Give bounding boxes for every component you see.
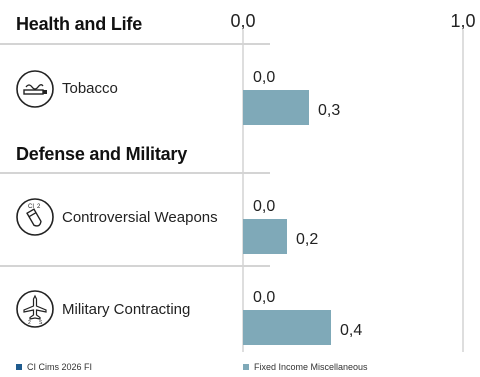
data-label-series-1: 0,0 — [253, 289, 275, 306]
svg-text:CI: CI — [28, 204, 34, 210]
data-label-series-2: 0,4 — [340, 322, 362, 339]
svg-text:2: 2 — [37, 204, 41, 210]
bar-series-2 — [243, 219, 287, 254]
legend-swatch — [243, 364, 249, 370]
svg-text:2: 2 — [28, 320, 31, 326]
bar-series-2 — [243, 310, 331, 345]
data-label-series-1: 0,0 — [253, 198, 275, 215]
legend-label: Fixed Income Miscellaneous — [254, 362, 368, 372]
divider — [0, 172, 270, 174]
tobacco-icon — [15, 69, 55, 109]
divider — [0, 265, 270, 267]
data-label-series-2: 0,3 — [318, 102, 340, 119]
section-title-defense-military: Defense and Military — [16, 144, 188, 164]
svg-text:S: S — [39, 320, 43, 326]
legend-item-series-1: CI Cims 2026 FI — [16, 362, 92, 372]
legend-label: CI Cims 2026 FI — [27, 362, 93, 372]
x-tick-label: 1,0 — [450, 11, 475, 31]
category-label-tobacco: Tobacco — [62, 80, 118, 97]
category-label-military-contracting: Military Contracting — [62, 301, 191, 318]
section-title-health-life: Health and Life — [16, 14, 143, 34]
weapons-icon: CI 2 — [15, 197, 55, 237]
x-tick-label: 0,0 — [230, 11, 255, 31]
bar-series-2 — [243, 90, 309, 125]
divider — [0, 43, 270, 45]
legend-item-series-2: Fixed Income Miscellaneous — [243, 362, 368, 372]
legend-swatch — [16, 364, 22, 370]
category-label-controversial-weapons: Controversial Weapons — [62, 209, 218, 226]
aircraft-icon: 2 S — [15, 289, 55, 329]
data-label-series-1: 0,0 — [253, 69, 275, 86]
data-label-series-2: 0,2 — [296, 231, 318, 248]
